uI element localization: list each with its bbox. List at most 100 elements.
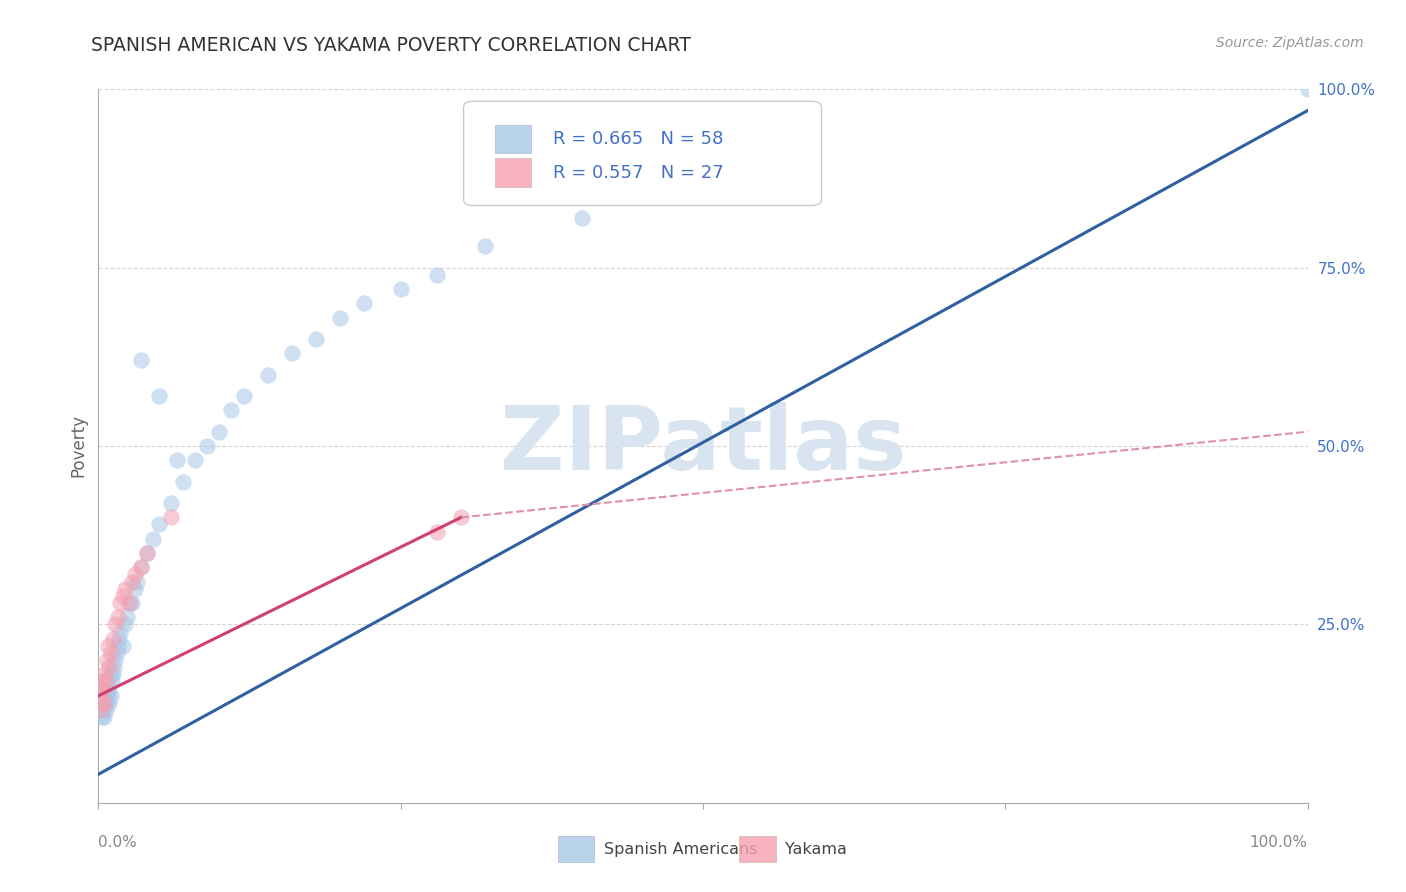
Point: [91, 696, 114, 710]
Point: [93, 710, 115, 724]
Point: [184, 453, 207, 467]
Point: [104, 617, 127, 632]
Point: [124, 582, 146, 596]
Point: [107, 610, 129, 624]
Point: [101, 667, 124, 681]
Point: [118, 596, 141, 610]
Point: [94, 689, 117, 703]
Point: [221, 403, 243, 417]
Point: [114, 582, 136, 596]
Point: [97, 639, 120, 653]
Point: [129, 560, 152, 574]
Point: [100, 674, 122, 689]
Point: [127, 574, 149, 589]
Point: [100, 667, 122, 681]
Point: [89, 681, 111, 696]
Text: ZIPatlas: ZIPatlas: [501, 402, 905, 490]
Point: [108, 596, 131, 610]
Text: 0.0%: 0.0%: [98, 835, 138, 850]
Point: [96, 653, 118, 667]
Point: [129, 560, 152, 574]
Point: [98, 696, 121, 710]
Point: [90, 689, 112, 703]
Point: [142, 532, 165, 546]
Point: [1296, 82, 1319, 96]
Point: [329, 310, 352, 325]
Point: [121, 596, 143, 610]
Point: [426, 524, 449, 539]
Point: [94, 674, 117, 689]
Text: R = 0.665   N = 58: R = 0.665 N = 58: [553, 130, 724, 148]
Point: [93, 696, 115, 710]
Point: [93, 681, 115, 696]
Point: [97, 689, 120, 703]
Point: [118, 596, 141, 610]
Point: [104, 653, 127, 667]
Point: [91, 696, 114, 710]
Text: SPANISH AMERICAN VS YAKAMA POVERTY CORRELATION CHART: SPANISH AMERICAN VS YAKAMA POVERTY CORRE…: [91, 36, 692, 54]
FancyBboxPatch shape: [495, 159, 531, 187]
Point: [91, 703, 114, 717]
Point: [281, 346, 304, 360]
Point: [111, 639, 134, 653]
Point: [305, 332, 328, 346]
Point: [571, 211, 593, 225]
Point: [160, 496, 183, 510]
Point: [91, 674, 114, 689]
FancyBboxPatch shape: [464, 102, 821, 205]
Point: [108, 624, 131, 639]
Point: [90, 703, 112, 717]
Point: [91, 710, 114, 724]
Point: [93, 696, 115, 710]
Point: [91, 681, 114, 696]
Point: [111, 589, 134, 603]
Point: [98, 660, 121, 674]
Point: [450, 510, 472, 524]
Point: [100, 646, 122, 660]
Point: [98, 681, 121, 696]
Point: [91, 689, 114, 703]
Point: [172, 475, 194, 489]
Point: [103, 660, 125, 674]
Point: [89, 696, 111, 710]
Point: [129, 353, 152, 368]
Point: [101, 632, 124, 646]
Point: [100, 689, 122, 703]
Point: [160, 510, 183, 524]
Point: [91, 674, 114, 689]
Point: [389, 282, 412, 296]
Point: [121, 574, 143, 589]
Point: [96, 681, 118, 696]
Point: [93, 667, 115, 681]
Point: [90, 703, 112, 717]
Y-axis label: Poverty: Poverty: [69, 415, 87, 477]
Point: [232, 389, 254, 403]
FancyBboxPatch shape: [495, 125, 531, 153]
Point: [426, 268, 449, 282]
Text: R = 0.557   N = 27: R = 0.557 N = 27: [553, 164, 724, 182]
Point: [108, 632, 131, 646]
Point: [105, 646, 128, 660]
Point: [89, 689, 111, 703]
Point: [256, 368, 278, 382]
Text: Spanish Americans: Spanish Americans: [603, 842, 758, 856]
Point: [166, 453, 188, 467]
FancyBboxPatch shape: [740, 837, 776, 862]
Point: [195, 439, 218, 453]
Point: [148, 389, 170, 403]
Point: [97, 674, 120, 689]
Point: [474, 239, 496, 253]
Point: [96, 696, 118, 710]
Point: [94, 703, 117, 717]
Point: [208, 425, 231, 439]
Point: [124, 567, 146, 582]
Point: [135, 546, 157, 560]
FancyBboxPatch shape: [558, 837, 595, 862]
Point: [117, 610, 139, 624]
Point: [353, 296, 375, 310]
Point: [135, 546, 157, 560]
Point: [114, 617, 136, 632]
Point: [90, 681, 112, 696]
Text: 100.0%: 100.0%: [1250, 835, 1308, 850]
Text: Yakama: Yakama: [785, 842, 846, 856]
